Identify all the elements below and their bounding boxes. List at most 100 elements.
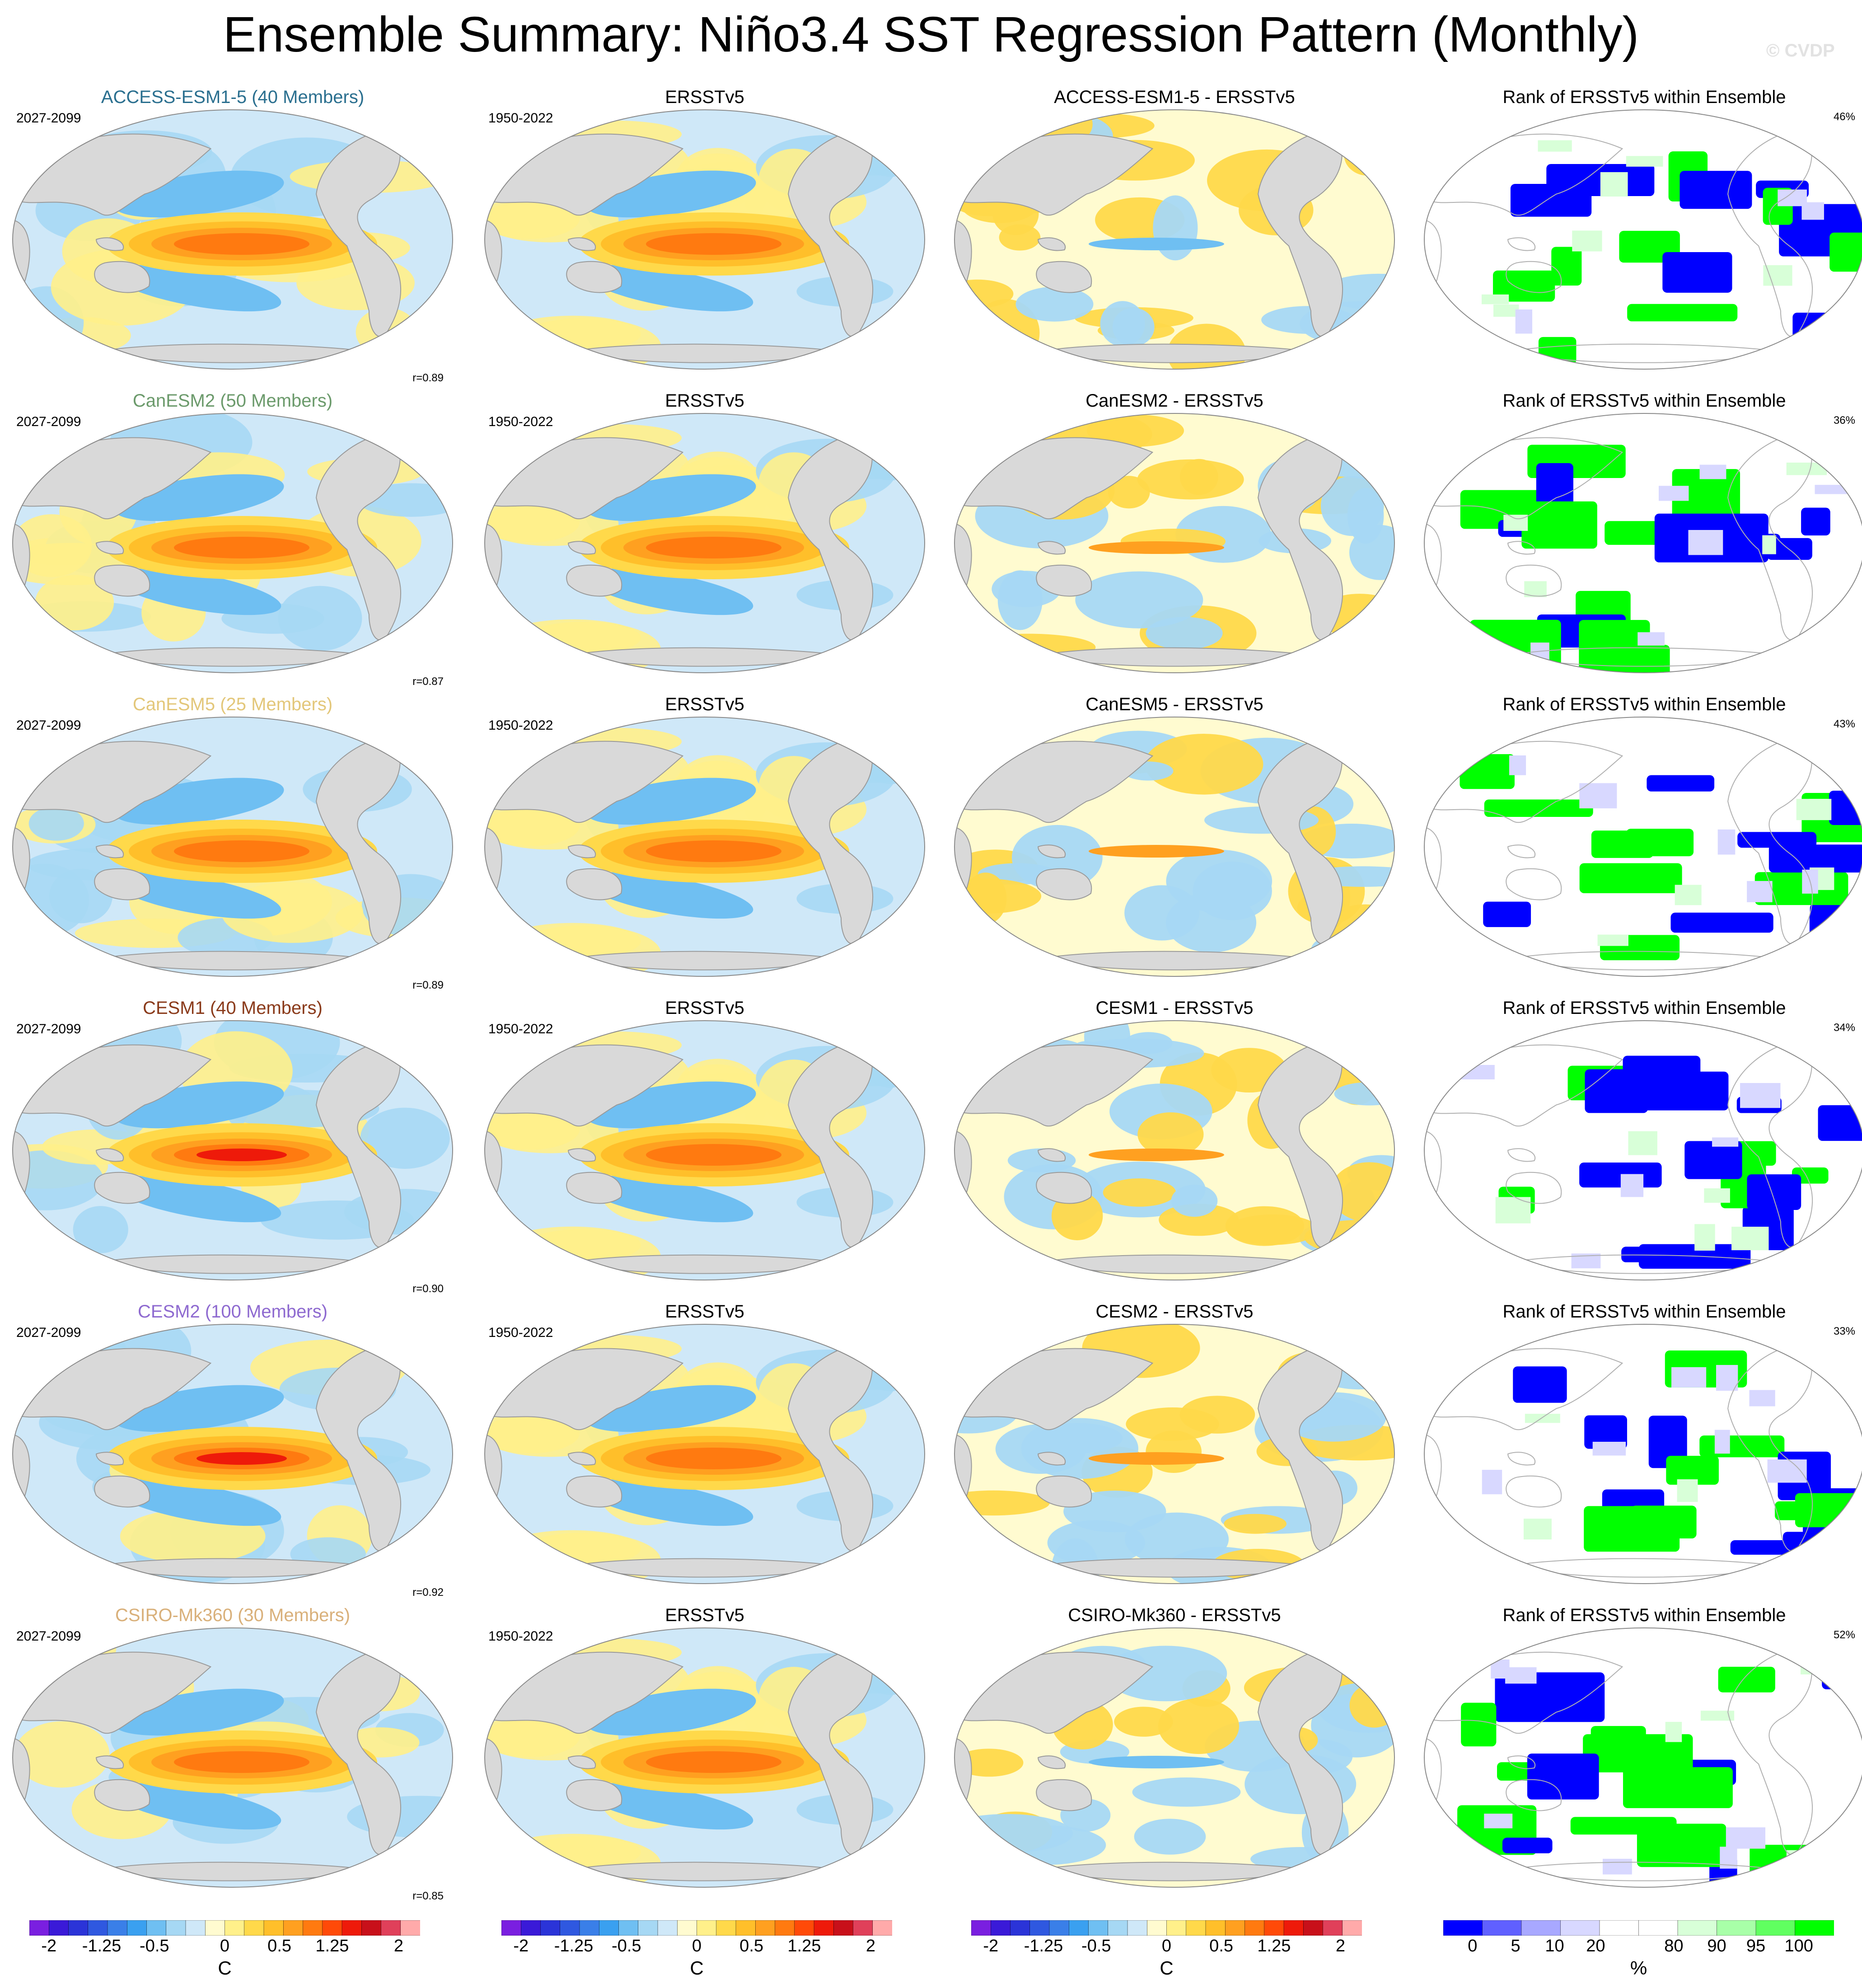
model-panel: CanESM5 (25 Members) 2027-2099 r=0.89	[9, 694, 456, 994]
obs-map	[484, 717, 925, 977]
colorbar-tick-label: 20	[1586, 1936, 1605, 1955]
diff-map	[954, 717, 1395, 977]
colorbar-swatch	[342, 1920, 362, 1936]
colorbar: -2 -1.25 -0.5 0 0.5 1.25 2 C	[971, 1920, 1362, 1983]
pattern-correlation: r=0.85	[412, 1890, 444, 1902]
colorbar-swatch	[1010, 1920, 1030, 1936]
colorbar-swatch	[1127, 1920, 1147, 1936]
colorbar-tick-label: 5	[1511, 1936, 1520, 1955]
colorbar-swatch	[283, 1920, 304, 1936]
colorbar-tick-label: 0.5	[1209, 1936, 1234, 1955]
rank-panel-title: Rank of ERSSTv5 within Ensemble	[1502, 391, 1786, 411]
colorbar-tick-label: 90	[1707, 1936, 1726, 1955]
period-label: 2027-2099	[16, 1629, 81, 1644]
page-title: Ensemble Summary: Niño3.4 SST Regression…	[223, 7, 1639, 62]
rank-percent: 52%	[1833, 1629, 1855, 1641]
model-map	[12, 109, 453, 370]
colorbar-swatch	[814, 1920, 834, 1936]
obs-map	[484, 1324, 925, 1584]
colorbar-tick-label: 0	[692, 1936, 702, 1955]
colorbar-swatch	[1599, 1920, 1639, 1936]
colorbar-swatch	[205, 1920, 225, 1936]
colorbar-tick-label: 100	[1784, 1936, 1813, 1955]
colorbar-swatch	[1717, 1920, 1756, 1936]
model-panel: ACCESS-ESM1-5 (40 Members) 2027-2099 r=0.8…	[9, 87, 456, 386]
model-panel-title: CESM1 (40 Members)	[143, 998, 323, 1018]
colorbar-swatch	[755, 1920, 776, 1936]
colorbar-swatch	[1560, 1920, 1600, 1936]
colorbar-swatch	[244, 1920, 264, 1936]
colorbar-tick-label: 2	[1335, 1936, 1345, 1955]
obs-panel: ERSSTv5 1950-2022	[481, 1302, 928, 1601]
period-label: 2027-2099	[16, 718, 81, 733]
colorbar-swatch	[1225, 1920, 1245, 1936]
colorbar-swatch	[166, 1920, 186, 1936]
diff-panel-title: CanESM2 - ERSSTv5	[1085, 391, 1263, 411]
colorbar-swatch	[88, 1920, 108, 1936]
rank-map	[1424, 1324, 1862, 1584]
colorbar-tick-label: 0	[1468, 1936, 1478, 1955]
period-label: 1950-2022	[488, 111, 553, 126]
period-label: 2027-2099	[16, 414, 81, 429]
rank-percent: 33%	[1833, 1325, 1855, 1337]
colorbar-tick-label: 0.5	[739, 1936, 764, 1955]
colorbar-swatch	[1049, 1920, 1069, 1936]
colorbar-swatch	[263, 1920, 284, 1936]
diff-map	[954, 1020, 1395, 1280]
colorbar-swatch	[1323, 1920, 1343, 1936]
diff-map	[954, 413, 1395, 673]
colorbar-tick-label: 95	[1746, 1936, 1766, 1955]
colorbar-swatch	[1521, 1920, 1561, 1936]
colorbar-tick-label: 2	[393, 1936, 403, 1955]
colorbar-swatch	[1303, 1920, 1324, 1936]
diff-panel: CESM1 - ERSSTv5	[951, 998, 1398, 1297]
colorbar-swatch	[1482, 1920, 1522, 1936]
diff-map	[954, 109, 1395, 370]
rank-panel-title: Rank of ERSSTv5 within Ensemble	[1502, 694, 1786, 714]
model-panel-title: CanESM2 (50 Members)	[132, 391, 333, 411]
colorbar-tick-label: -2	[983, 1936, 999, 1955]
obs-panel-title: ERSSTv5	[665, 998, 744, 1018]
colorbar-swatch	[735, 1920, 756, 1936]
model-map	[12, 717, 453, 977]
colorbar-swatch	[579, 1920, 599, 1936]
colorbar-swatch	[991, 1920, 1011, 1936]
colorbar-tick-label: -2	[41, 1936, 57, 1955]
colorbar-tick-label: 1.25	[787, 1936, 821, 1955]
diff-panel-title: CanESM5 - ERSSTv5	[1085, 694, 1263, 714]
diff-panel: CanESM2 - ERSSTv5	[951, 391, 1398, 690]
colorbar-swatch	[1755, 1920, 1796, 1936]
colorbar-swatch	[303, 1920, 323, 1936]
model-map	[12, 1324, 453, 1584]
colorbar-swatch	[1795, 1920, 1834, 1936]
colorbar-tick-label: -0.5	[140, 1936, 169, 1955]
rank-map	[1424, 413, 1862, 673]
diff-panel: CanESM5 - ERSSTv5	[951, 694, 1398, 994]
obs-map	[484, 413, 925, 673]
period-label: 1950-2022	[488, 1022, 553, 1036]
diff-map	[954, 1627, 1395, 1888]
model-map	[12, 413, 453, 673]
model-panel: CSIRO-Mk360 (30 Members) 2027-2099 r=0.85	[9, 1605, 456, 1904]
colorbar-tick-label: 10	[1545, 1936, 1564, 1955]
colorbar-swatch	[716, 1920, 736, 1936]
cvdp-watermark: © CVDP	[1766, 41, 1835, 61]
colorbar-swatches	[1443, 1920, 1834, 1936]
colorbar-swatch	[1264, 1920, 1284, 1936]
rank-panel-title: Rank of ERSSTv5 within Ensemble	[1502, 87, 1786, 107]
model-map	[12, 1020, 453, 1280]
colorbar-swatch	[794, 1920, 814, 1936]
colorbar-swatch	[833, 1920, 854, 1936]
period-label: 1950-2022	[488, 718, 553, 733]
obs-map	[484, 1020, 925, 1280]
colorbar-swatch	[1244, 1920, 1265, 1936]
model-map	[12, 1627, 453, 1888]
colorbar-swatch	[618, 1920, 639, 1936]
colorbar-swatch	[381, 1920, 401, 1936]
colorbar-swatch	[225, 1920, 245, 1936]
colorbar-tick-label: -1.25	[82, 1936, 122, 1955]
colorbar-tick-label: 80	[1664, 1936, 1684, 1955]
colorbar-swatch	[107, 1920, 127, 1936]
colorbar-swatch	[599, 1920, 619, 1936]
obs-panel-title: ERSSTv5	[665, 1302, 744, 1322]
